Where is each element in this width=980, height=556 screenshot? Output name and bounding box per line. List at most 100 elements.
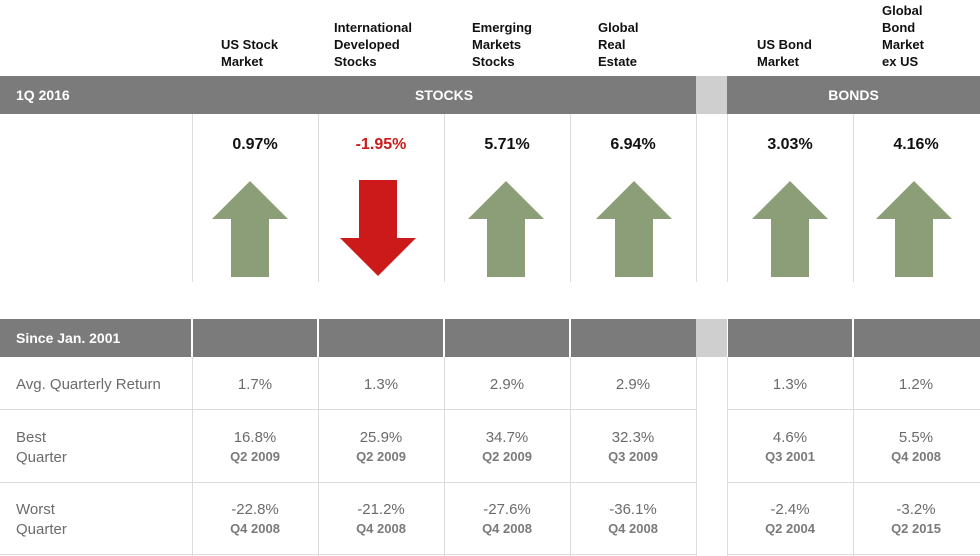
column-header-real-estate: Global Real Estate <box>598 20 639 69</box>
since-bar-label-cell <box>0 319 191 357</box>
return-real-estate: 6.94% <box>610 136 656 153</box>
best-quarter-cell: 4.6% Q3 2001 <box>727 428 853 466</box>
arrow-up-icon <box>212 181 288 277</box>
avg-return-value: 1.2% <box>898 376 934 393</box>
row-divider <box>0 554 696 555</box>
avg-return-cell: 1.3% <box>727 375 853 395</box>
column-divider <box>853 114 854 282</box>
column-header-us-bond: US Bond Market <box>757 37 812 69</box>
best-quarter-label: Best Quarter <box>16 429 67 466</box>
arrow-up-icon <box>468 181 544 277</box>
worst-quarter-cell: -21.2% Q4 2008 <box>318 500 444 538</box>
since-bar-cell <box>571 319 696 357</box>
worst-quarter-value: -2.4% <box>770 501 810 518</box>
row-divider <box>0 482 696 483</box>
period-bar-bonds <box>727 76 980 114</box>
worst-quarter-label: Worst Quarter <box>16 501 67 538</box>
arrow-up-icon <box>876 181 952 277</box>
since-bar-cell <box>854 319 980 357</box>
best-quarter-value: 34.7% <box>485 429 529 446</box>
worst-quarter-date: Q4 2008 <box>356 521 406 536</box>
worst-quarter-value: -21.2% <box>357 501 405 518</box>
column-header-us-stock: US Stock Market <box>221 37 279 69</box>
since-bar-cell <box>319 319 443 357</box>
best-quarter-value: 16.8% <box>233 429 277 446</box>
column-header-global-bond: Global Bond Market ex US <box>882 3 924 69</box>
since-bar-cell <box>445 319 569 357</box>
avg-return-cell: 2.9% <box>570 375 696 395</box>
column-divider <box>318 357 319 556</box>
return-us-stock: 0.97% <box>232 136 278 153</box>
best-quarter-cell: 32.3% Q3 2009 <box>570 428 696 466</box>
column-divider <box>444 357 445 556</box>
worst-quarter-cell: -27.6% Q4 2008 <box>444 500 570 538</box>
return-global-bond: 4.16% <box>893 136 939 153</box>
best-quarter-cell: 16.8% Q2 2009 <box>192 428 318 466</box>
period-bar-stocks <box>0 76 696 114</box>
best-quarter-cell: 34.7% Q2 2009 <box>444 428 570 466</box>
return-emerging: 5.71% <box>484 136 530 153</box>
best-quarter-date: Q4 2008 <box>891 449 941 464</box>
avg-return-value: 1.3% <box>363 376 399 393</box>
avg-return-value: 1.7% <box>237 376 273 393</box>
column-divider <box>444 114 445 282</box>
arrow-up-icon <box>752 181 828 277</box>
worst-quarter-date: Q4 2008 <box>230 521 280 536</box>
column-divider <box>318 114 319 282</box>
worst-quarter-cell: -36.1% Q4 2008 <box>570 500 696 538</box>
worst-quarter-date: Q4 2008 <box>608 521 658 536</box>
since-bar-gap <box>696 319 727 357</box>
avg-return-cell: 1.3% <box>318 375 444 395</box>
best-quarter-date: Q2 2009 <box>356 449 406 464</box>
best-quarter-date: Q3 2001 <box>765 449 815 464</box>
worst-quarter-date: Q4 2008 <box>482 521 532 536</box>
column-divider <box>727 114 728 282</box>
period-bar-gap <box>696 76 727 114</box>
row-divider <box>0 409 696 410</box>
worst-quarter-date: Q2 2004 <box>765 521 815 536</box>
column-divider <box>570 357 571 556</box>
column-divider <box>570 114 571 282</box>
avg-return-value: 2.9% <box>489 376 525 393</box>
worst-quarter-date: Q2 2015 <box>891 521 941 536</box>
bonds-title: BONDS <box>828 87 879 103</box>
avg-return-value: 1.3% <box>772 376 808 393</box>
worst-quarter-cell: -22.8% Q4 2008 <box>192 500 318 538</box>
avg-return-label: Avg. Quarterly Return <box>16 376 161 393</box>
column-divider <box>696 357 697 556</box>
column-divider <box>727 357 728 556</box>
column-divider <box>853 357 854 556</box>
best-quarter-date: Q3 2009 <box>608 449 658 464</box>
since-bar-cell <box>193 319 317 357</box>
avg-return-cell: 1.2% <box>853 375 979 395</box>
row-divider <box>727 554 980 555</box>
return-intl-developed: -1.95% <box>355 136 407 153</box>
column-divider <box>696 114 697 282</box>
period-label: 1Q 2016 <box>16 87 70 103</box>
worst-quarter-cell: -2.4% Q2 2004 <box>727 500 853 538</box>
worst-quarter-value: -36.1% <box>609 501 657 518</box>
worst-quarter-value: -22.8% <box>231 501 279 518</box>
avg-return-cell: 1.7% <box>192 375 318 395</box>
best-quarter-value: 32.3% <box>611 429 655 446</box>
worst-quarter-cell: -3.2% Q2 2015 <box>853 500 979 538</box>
stocks-title: STOCKS <box>414 87 474 103</box>
arrow-up-icon <box>596 181 672 277</box>
avg-return-value: 2.9% <box>615 376 651 393</box>
since-label: Since Jan. 2001 <box>16 330 121 346</box>
best-quarter-cell: 5.5% Q4 2008 <box>853 428 979 466</box>
avg-return-cell: 2.9% <box>444 375 570 395</box>
best-quarter-cell: 25.9% Q2 2009 <box>318 428 444 466</box>
return-us-bond: 3.03% <box>767 136 813 153</box>
best-quarter-value: 4.6% <box>772 429 808 446</box>
worst-quarter-value: -3.2% <box>896 501 936 518</box>
since-bar-cell <box>728 319 852 357</box>
best-quarter-value: 25.9% <box>359 429 403 446</box>
worst-quarter-value: -27.6% <box>483 501 531 518</box>
arrow-down-icon <box>340 180 416 276</box>
column-header-emerging: Emerging Markets Stocks <box>472 20 532 69</box>
column-header-intl-developed: International Developed Stocks <box>334 20 413 69</box>
column-divider <box>192 357 193 556</box>
best-quarter-date: Q2 2009 <box>230 449 280 464</box>
row-divider <box>727 409 980 410</box>
